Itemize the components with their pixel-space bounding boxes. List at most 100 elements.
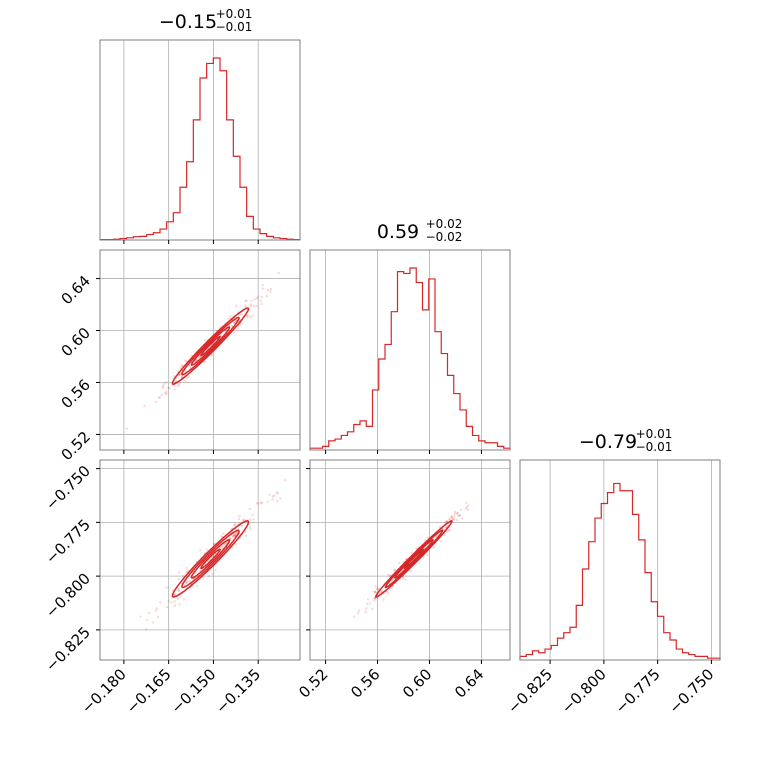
sample-point: [234, 304, 238, 307]
sample-point: [464, 507, 467, 510]
sample-point: [391, 578, 394, 582]
y-tick-label: −0.800: [42, 569, 94, 621]
sample-point: [204, 339, 207, 342]
sample-point: [243, 518, 246, 521]
sample-point: [256, 295, 260, 298]
sample-point: [465, 506, 469, 509]
sample-point: [266, 500, 270, 503]
sample-point: [357, 609, 361, 612]
sample-point: [445, 520, 448, 523]
sample-point: [252, 304, 255, 307]
density-contour: [384, 529, 444, 589]
sample-point: [214, 568, 217, 572]
x-tick-label: 0.56: [347, 665, 383, 701]
sample-point: [251, 513, 254, 517]
x-tick-label: 0.60: [399, 665, 435, 701]
sample-point: [177, 588, 180, 592]
sample-point: [373, 596, 376, 600]
sample-point: [188, 579, 192, 582]
sample-point: [212, 542, 216, 546]
sample-point: [426, 553, 429, 557]
sample-point: [184, 581, 188, 584]
sample-point: [204, 360, 207, 364]
sample-point: [228, 536, 232, 540]
sample-point: [398, 561, 401, 565]
sample-point: [404, 578, 407, 581]
sample-point: [277, 271, 280, 275]
density-contour: [190, 539, 231, 579]
sample-point: [232, 524, 236, 527]
x-tick-label: −0.135: [212, 665, 264, 717]
sample-point: [371, 607, 374, 611]
y-tick-label: −0.775: [42, 516, 94, 568]
sample-point: [450, 515, 453, 519]
x-tick-label: −0.800: [558, 665, 610, 717]
sample-point: [198, 355, 201, 359]
sample-point: [445, 525, 448, 528]
sample-point: [249, 305, 252, 308]
title-upper-error: +0.01: [636, 427, 673, 441]
histogram-series: [519, 482, 721, 660]
sample-point: [450, 515, 454, 518]
sample-point: [409, 569, 412, 573]
y-tick-label: −0.825: [42, 623, 94, 675]
sample-point: [456, 512, 459, 515]
sample-point: [145, 618, 149, 622]
panel-frame: [99, 39, 301, 241]
sample-point: [188, 365, 192, 368]
x-tick-label: −0.165: [123, 665, 175, 717]
sample-point: [249, 525, 252, 529]
panel-joint-0-2: −0.180−0.165−0.150−0.135−0.825−0.800−0.7…: [42, 459, 301, 717]
sample-point: [445, 530, 449, 533]
sample-point: [465, 501, 468, 504]
y-tick-label: 0.52: [58, 428, 94, 464]
sample-point: [450, 516, 453, 520]
sample-point: [458, 514, 461, 517]
sample-point: [268, 493, 271, 496]
sample-point: [154, 400, 158, 404]
panel-hist-2: −0.825 −0.800 −0.775 −0.750 −0.79+0.01−0.01: [504, 427, 721, 717]
x-tick-label: −0.775: [612, 665, 664, 717]
sample-point: [125, 427, 129, 430]
sample-point: [271, 498, 274, 501]
sample-point: [178, 373, 181, 377]
sample-point: [173, 388, 176, 391]
sample-point: [177, 571, 181, 574]
sample-point: [178, 381, 182, 385]
sample-point: [364, 607, 368, 610]
sample-point: [210, 353, 214, 356]
x-tick-label: 0.64: [451, 665, 487, 701]
sample-point: [375, 587, 378, 591]
sample-point: [366, 598, 370, 601]
sample-point: [178, 603, 181, 606]
sample-point: [255, 297, 258, 300]
sample-point: [232, 321, 235, 325]
sample-point: [207, 574, 211, 578]
sample-point: [182, 574, 185, 578]
sample-point: [401, 577, 405, 580]
sample-point: [195, 584, 199, 588]
sample-point: [231, 535, 234, 538]
panel-frame: [99, 459, 301, 661]
sample-point: [194, 572, 197, 575]
sample-point: [374, 585, 377, 588]
sample-point: [453, 510, 457, 514]
sample-point: [374, 597, 377, 600]
sample-point: [447, 529, 451, 532]
panel-title: −0.15: [159, 11, 217, 33]
sample-point: [143, 404, 146, 408]
sample-point: [253, 298, 256, 301]
sample-point: [238, 324, 241, 327]
sample-point: [161, 386, 165, 389]
sample-point: [388, 574, 391, 578]
sample-point: [250, 299, 253, 303]
sample-point: [176, 384, 180, 387]
sample-point: [373, 599, 376, 602]
sample-point: [257, 502, 260, 506]
sample-point: [241, 518, 245, 522]
histogram-series: [99, 57, 301, 241]
sample-point: [230, 324, 234, 328]
sample-point: [156, 615, 160, 619]
sample-point: [178, 383, 181, 387]
sample-layer: [352, 501, 470, 618]
